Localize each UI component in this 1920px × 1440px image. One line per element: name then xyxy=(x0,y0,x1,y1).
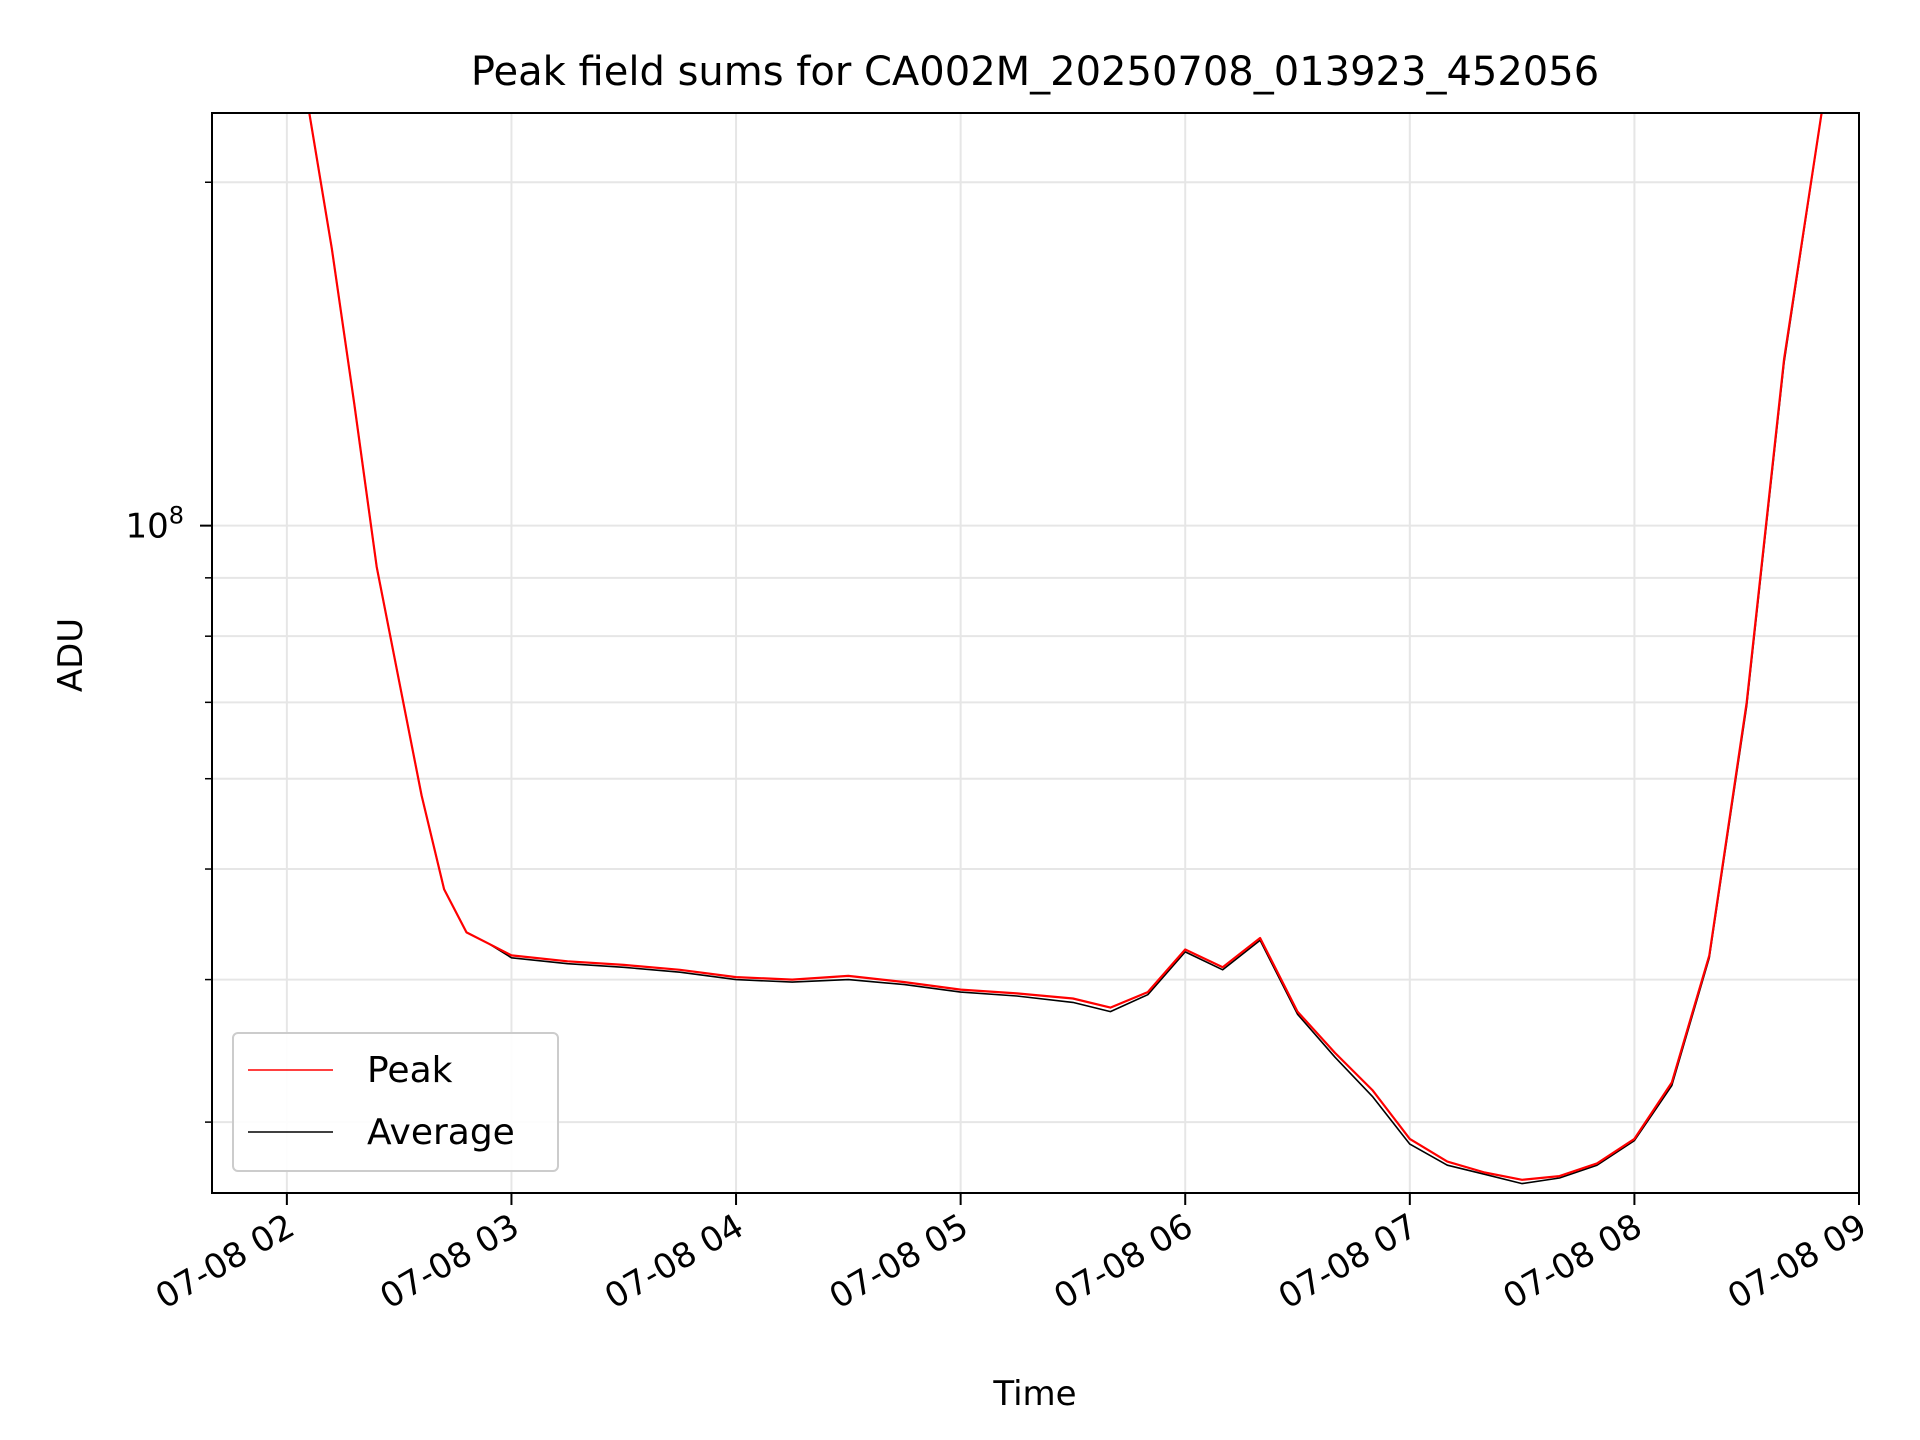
y-axis-label: ADU xyxy=(51,618,91,692)
series-line-average xyxy=(308,113,1823,1185)
y-tick-label: 108 xyxy=(125,502,184,547)
x-tick-label: 07-08 09 xyxy=(1721,1206,1873,1317)
x-tick-label: 07-08 07 xyxy=(1272,1206,1424,1317)
grid xyxy=(212,113,1860,1193)
x-axis: 07-08 02 07-08 03 07-08 04 07-08 05 07-08 06… xyxy=(149,1193,1874,1317)
legend-peak-label: Peak xyxy=(367,1050,453,1091)
x-tick-label: 07-08 06 xyxy=(1047,1206,1199,1317)
x-tick-label: 07-08 04 xyxy=(598,1206,750,1317)
series-line-peak xyxy=(308,113,1823,1181)
legend: Peak Average xyxy=(232,1032,559,1172)
x-axis-label: Time xyxy=(992,1374,1076,1414)
plot-series xyxy=(308,113,1823,1185)
x-tick-label: 07-08 02 xyxy=(149,1206,301,1317)
x-tick-label: 07-08 05 xyxy=(823,1206,975,1317)
chart-title: Peak field sums for CA002M_20250708_0139… xyxy=(471,49,1599,95)
legend-box xyxy=(232,1032,559,1172)
x-tick-label: 07-08 03 xyxy=(374,1206,526,1317)
legend-average-label: Average xyxy=(367,1112,515,1153)
plot-frame xyxy=(211,112,1860,1194)
y-axis: 108 xyxy=(125,181,212,1123)
x-tick-label: 07-08 08 xyxy=(1497,1206,1649,1317)
